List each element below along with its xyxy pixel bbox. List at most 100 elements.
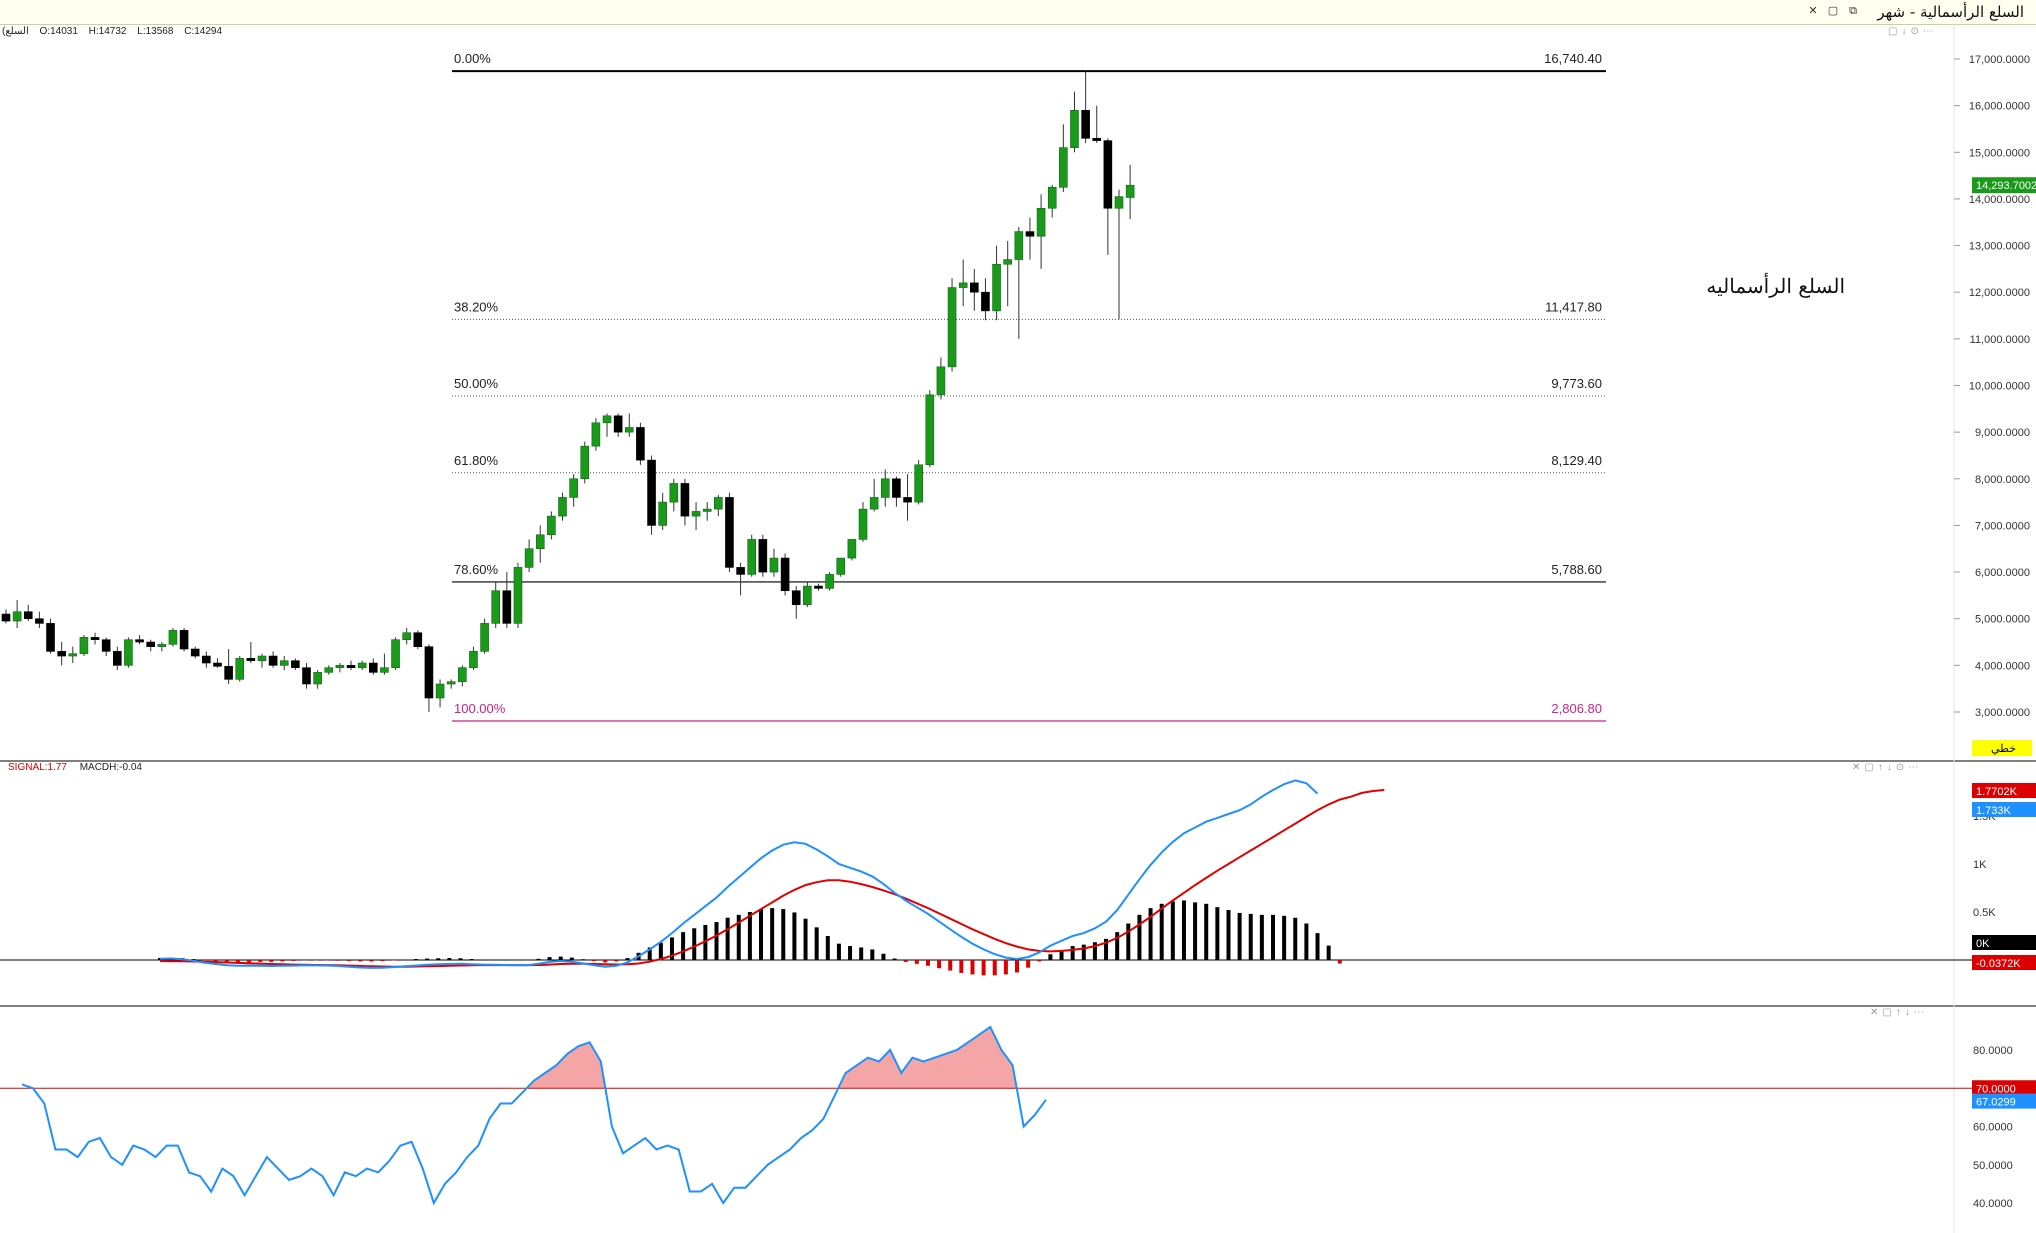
candle-body [981, 291, 990, 312]
candle-body [691, 511, 701, 517]
price-axis-label: 9,000.0000 [1975, 427, 2030, 439]
fib-level-value: 11,417.80 [1545, 299, 1602, 314]
macd-line-badge-bg [1972, 802, 2036, 817]
candle-body [836, 557, 846, 575]
rsi-level-badge-bg [1972, 1080, 2036, 1096]
macd-histogram-bar [1315, 933, 1320, 960]
minimize-icon[interactable]: ▢ [1827, 5, 1839, 17]
candle-body [958, 282, 968, 288]
rsi-pane-tools[interactable]: ✕▢↑↓⋯ [1870, 1007, 1928, 1018]
price-pane-tools[interactable]: ▢↓⊙⋯ [1888, 26, 1937, 37]
candle-body [190, 648, 200, 657]
candle-body [435, 683, 445, 699]
macd-histogram-bar [870, 949, 875, 960]
restore-icon[interactable]: ⧉ [1849, 5, 1857, 17]
candle-body [502, 590, 512, 624]
rsi-axis-label: 50.0000 [1973, 1160, 2013, 1172]
macd-histogram-bar [836, 943, 841, 960]
candle-body [1059, 147, 1068, 188]
candle-body [113, 651, 122, 666]
candle-body [458, 667, 467, 682]
macd-histogram-bar [714, 922, 719, 960]
macd-histogram-bar [547, 957, 552, 960]
candle-body [1047, 186, 1057, 209]
macd-pane-tools[interactable]: ✕▢↑↓⊙⋯ [1852, 762, 1923, 773]
candle-body [535, 534, 545, 550]
price-axis-label: 10,000.0000 [1969, 381, 2030, 393]
macd-histogram-bar [1326, 945, 1331, 960]
macd-histogram-bar [903, 960, 908, 962]
macd-signal-badge-bg [1972, 783, 2036, 798]
candle-body [803, 585, 812, 606]
candle-body [346, 665, 356, 668]
window-title: السلع الرأسمالية - شهر [1877, 3, 2024, 21]
macd-histogram-bar [235, 960, 240, 963]
fib-level-percent: 0.00% [454, 51, 491, 66]
macd-histogram-bar [1293, 917, 1298, 960]
macd-zero-badge-bg [1972, 935, 2036, 950]
macd-histogram-bar [447, 958, 452, 960]
macd-histogram-bar [803, 918, 808, 960]
macd-histogram-bar [1237, 912, 1242, 960]
macd-histogram-bar [614, 960, 619, 962]
candle-body [491, 590, 501, 624]
candle-body [279, 660, 289, 666]
candle-body [68, 653, 78, 657]
macd-histogram-bar [814, 927, 819, 960]
candle-body [1103, 140, 1113, 209]
macd-histogram-bar [1115, 932, 1120, 960]
macd-signal-line [159, 789, 1385, 968]
candle-body [558, 497, 567, 517]
candle-body [814, 585, 823, 589]
candle-body [46, 623, 55, 652]
rsi-axis-label: 40.0000 [1973, 1198, 2013, 1210]
macd-histogram-bar [1271, 914, 1275, 960]
candle-body [246, 658, 256, 661]
macd-histogram-bar [681, 932, 686, 960]
macd-histogram-bar [1081, 944, 1086, 960]
fibonacci-retracement[interactable]: 0.00% 16,740.40 38.20% 11,417.80 50.00% 9,773… [452, 51, 1606, 722]
macd-histogram-bar [1259, 914, 1264, 960]
price-axis-label: 12,000.0000 [1969, 287, 2030, 299]
macd-axis-label: 0.5K [1973, 907, 1996, 919]
candle-body [302, 667, 311, 685]
close-icon[interactable]: ✕ [1808, 5, 1818, 17]
macd-histogram-bar [1126, 923, 1131, 960]
macd-histogram-bar [1070, 946, 1075, 960]
macd-histogram-bar [1159, 903, 1164, 960]
macd-histogram-bar [692, 928, 697, 960]
symbol-label: (السلع [2, 26, 29, 37]
macd-histogram-bar [1015, 960, 1020, 973]
macd-histogram-bar [425, 958, 430, 960]
ohlc-header: (السلع O:14031 H:14732 L:13568 C:14294 [2, 26, 230, 37]
chart-annotation-label: السلع الرأسماليه [1706, 272, 1845, 298]
candle-body [324, 667, 334, 673]
macd-histogram-bar [759, 909, 764, 960]
candle-body [547, 515, 556, 536]
macd-histogram-bar [224, 960, 229, 963]
macd-histogram-bar [1193, 902, 1198, 960]
candle-body [101, 639, 111, 652]
chart-mode-badge [1972, 740, 2032, 756]
macd-histogram-bar [1037, 960, 1042, 962]
macd-histogram-bar [358, 960, 363, 962]
candle-body [892, 478, 901, 498]
macd-line [159, 779, 1319, 969]
candle-body [736, 567, 745, 575]
candle-body [947, 287, 957, 368]
candle-body [624, 427, 634, 433]
price-axis-label: 4,000.0000 [1975, 660, 2030, 672]
candle-body [235, 658, 245, 680]
candle-body [268, 655, 278, 666]
candle-body [747, 539, 757, 575]
candle-body [446, 681, 456, 685]
macd-histogram-bar [247, 960, 252, 963]
macd-histogram-bar [458, 958, 463, 960]
price-axis-label: 3,000.0000 [1975, 707, 2030, 719]
candle-body [847, 539, 857, 559]
candle-body [524, 548, 534, 568]
candle-body [424, 646, 434, 699]
macd-histogram-bar [1304, 923, 1309, 960]
